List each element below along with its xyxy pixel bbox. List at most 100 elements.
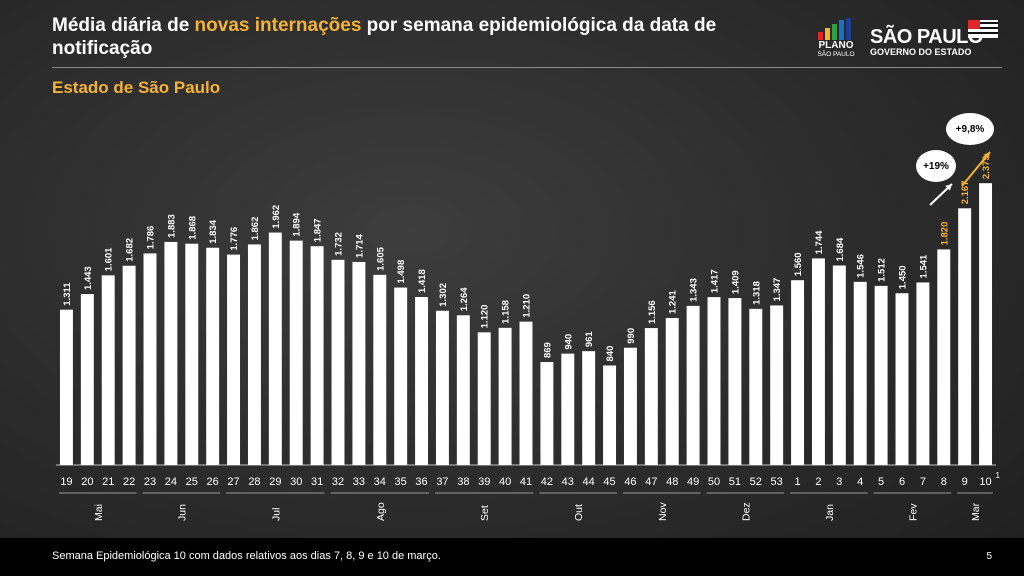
month-label: Jun	[176, 504, 188, 521]
bar	[122, 265, 136, 465]
x-tick-label: 27	[227, 476, 239, 488]
bar-value-label: 869	[542, 342, 553, 358]
bar	[979, 183, 993, 465]
x-tick-label: 50	[708, 476, 720, 488]
footnote: Semana Epidemiológica 10 com dados relat…	[52, 550, 441, 562]
footer-bar: Semana Epidemiológica 10 com dados relat…	[0, 538, 1024, 576]
x-tick-label: 45	[603, 476, 615, 488]
bar-value-label: 1.541	[918, 254, 929, 278]
x-tick-label: 36	[415, 476, 427, 488]
bar	[268, 232, 282, 465]
x-tick-label: 30	[290, 476, 302, 488]
x-tick-label: 33	[353, 476, 365, 488]
x-tick-label: 31	[311, 476, 323, 488]
bar	[519, 321, 533, 465]
bar	[59, 309, 73, 465]
bar-value-label: 1.343	[689, 278, 700, 302]
x-tick-label: 3	[836, 476, 842, 488]
bar-value-label: 1.601	[104, 247, 115, 271]
x-tick-label: 43	[562, 476, 574, 488]
bar	[394, 287, 408, 465]
month-label: Nov	[657, 502, 669, 521]
bar-value-label: 1.347	[772, 278, 783, 302]
bar-value-label: 1.732	[334, 232, 345, 256]
chart-subtitle: Estado de São Paulo	[52, 78, 221, 97]
title-highlight: novas internações	[194, 15, 362, 36]
bar	[247, 244, 261, 465]
bar-value-label: 1.834	[208, 219, 219, 243]
bar-value-label: 1.682	[125, 238, 136, 262]
x-tick-label: 34	[374, 476, 386, 488]
week10-superscript: 1	[996, 471, 1001, 480]
x-tick-label: 52	[750, 476, 762, 488]
bar	[80, 294, 94, 465]
bar	[811, 258, 825, 465]
x-tick-label: 38	[457, 476, 469, 488]
bar	[916, 282, 930, 465]
bar	[958, 208, 972, 466]
x-tick-label: 21	[102, 476, 114, 488]
sp-government-logo: SÃO PAULO GOVERNO DO ESTADO	[870, 18, 1000, 62]
sp-flag-icon	[968, 20, 998, 38]
x-tick-label: 8	[941, 476, 947, 488]
bar	[373, 274, 387, 465]
bar-value-label: 1.605	[375, 246, 386, 270]
bar	[415, 297, 429, 465]
bar-value-label: 1.443	[83, 266, 94, 290]
plano-logo-text: PLANO	[818, 40, 854, 51]
bar-value-label: 1.318	[751, 281, 762, 305]
growth-arrow-orange-head	[983, 152, 990, 159]
bar-value-label: 1.418	[417, 269, 428, 293]
bar	[561, 353, 575, 465]
x-tick-label: 10	[979, 476, 991, 488]
bar-value-label: 1.962	[271, 205, 282, 229]
growth-arrow-orange	[961, 151, 991, 187]
month-label: Set	[479, 505, 491, 521]
growth-label-19: +19%	[923, 160, 949, 172]
bar	[749, 308, 763, 465]
growth-label-9-8: +9,8%	[955, 123, 985, 135]
bar-value-label: 1.498	[396, 260, 407, 284]
growth-bubble-19: +19%	[916, 150, 956, 182]
plano-bars-icon	[818, 18, 851, 40]
bar-value-label: 1.120	[480, 305, 491, 329]
bar-value-label: 961	[584, 331, 595, 348]
bar	[644, 328, 658, 465]
bar-chart: 1.311191.443201.601211.682221.786231.883…	[56, 151, 1001, 521]
bar-value-label: 990	[626, 328, 637, 344]
plano-logo-subtext: SÃO PAULO	[817, 51, 855, 58]
x-tick-label: 51	[729, 476, 741, 488]
title-divider	[52, 67, 1002, 68]
x-tick-label: 49	[687, 476, 699, 488]
bar-value-label: 1.450	[898, 265, 909, 289]
bar-value-label: 1.744	[814, 230, 825, 254]
bar	[540, 362, 554, 465]
title-part2: por semana epidemiológica da data de not…	[52, 15, 717, 59]
x-tick-label: 44	[583, 476, 595, 488]
x-tick-label: 9	[962, 476, 968, 488]
sp-logo-subtext: GOVERNO DO ESTADO	[870, 47, 972, 57]
x-tick-label: 24	[165, 476, 177, 488]
bar	[101, 275, 115, 465]
bar-value-label: 1.776	[229, 227, 240, 251]
bar-value-label: 1.417	[710, 269, 721, 293]
bar-value-label: 1.820	[939, 222, 950, 246]
bar-value-label: 1.311	[62, 282, 73, 306]
bar	[665, 317, 679, 465]
bar-value-label: 1.894	[292, 212, 303, 236]
bar	[832, 265, 846, 465]
x-tick-label: 28	[248, 476, 260, 488]
bar	[623, 347, 637, 465]
bar-value-label: 1.868	[187, 216, 198, 240]
chart-title: Média diária de novas internações por se…	[52, 14, 812, 60]
bar-value-label: 1.883	[166, 214, 177, 238]
month-label: Dez	[740, 502, 752, 521]
x-tick-label: 22	[123, 476, 135, 488]
bar	[853, 281, 867, 465]
sp-logo-text: SÃO PAULO	[870, 26, 983, 48]
month-label: Jan	[824, 504, 836, 521]
bar	[477, 332, 491, 465]
bar-value-label: 1.156	[647, 300, 658, 324]
bar-value-label: 1.409	[730, 270, 741, 294]
page-number: 5	[986, 551, 992, 562]
